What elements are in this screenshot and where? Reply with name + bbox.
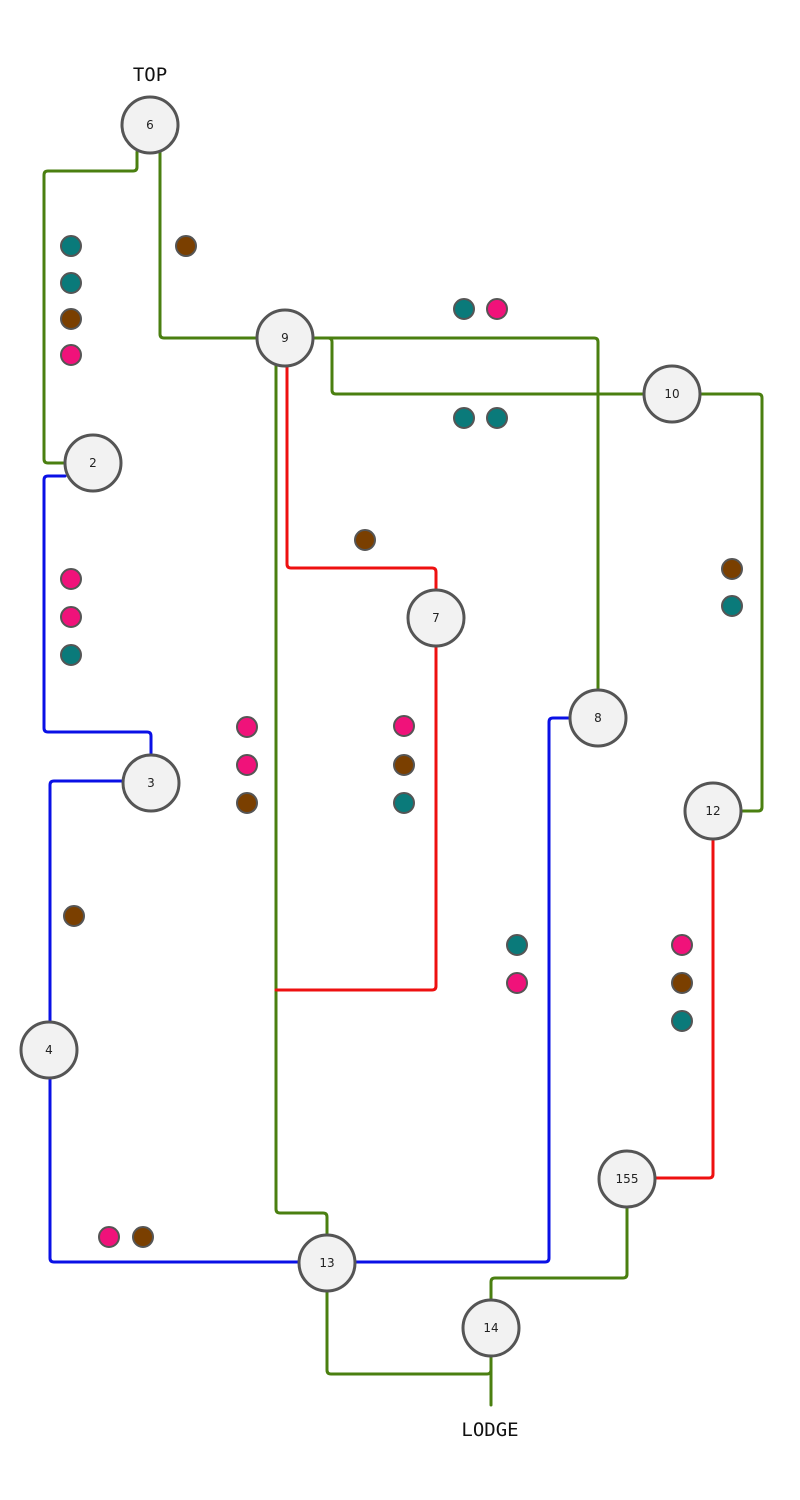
node-circle (597, 1149, 657, 1209)
edge-9-10 (311, 336, 646, 396)
marker-brown-6-9 (175, 235, 197, 257)
node-label: 14 (483, 1321, 498, 1335)
node-12[interactable]: 12 (683, 781, 743, 841)
edge-9-8 (311, 336, 600, 692)
node-label: 3 (147, 776, 155, 790)
node-14[interactable]: 14 (461, 1298, 521, 1358)
node-circle (120, 95, 180, 155)
node-label: 9 (281, 331, 289, 345)
node-circle (683, 781, 743, 841)
marker-teal-6-2 (60, 235, 82, 257)
markers-layer (60, 235, 743, 1248)
marker-teal-7-junction (393, 792, 415, 814)
node-label: 4 (45, 1043, 53, 1057)
node-7[interactable]: 7 (406, 588, 466, 648)
edge-12-155 (653, 837, 715, 1180)
marker-brown-9-7 (354, 529, 376, 551)
node-circle (63, 433, 123, 493)
node-8[interactable]: 8 (568, 688, 628, 748)
marker-teal-10-12 (721, 595, 743, 617)
node-circle (461, 1298, 521, 1358)
edge-9-13 (274, 364, 329, 1237)
marker-teal-12-155 (671, 1010, 693, 1032)
marker-brown-12-155 (671, 972, 693, 994)
node-circle (642, 364, 702, 424)
node-2[interactable]: 2 (63, 433, 123, 493)
edge-3-4 (48, 779, 125, 1024)
node-label: 2 (89, 456, 97, 470)
marker-teal-13-8 (506, 934, 528, 956)
marker-teal-6-2 (60, 272, 82, 294)
edge-4-13 (48, 1076, 301, 1264)
edges-layer (42, 150, 764, 1407)
node-label: 12 (705, 804, 720, 818)
node-3[interactable]: 3 (121, 753, 181, 813)
node-4[interactable]: 4 (19, 1020, 79, 1080)
edge-6-9 (158, 150, 259, 340)
node-circle (297, 1233, 357, 1293)
marker-magenta-13-8 (506, 972, 528, 994)
marker-magenta-4-13 (98, 1226, 120, 1248)
marker-magenta-9-8 (486, 298, 508, 320)
marker-brown-6-2 (60, 308, 82, 330)
marker-teal-9-8 (453, 298, 475, 320)
marker-magenta-9-13 (236, 716, 258, 738)
node-6[interactable]: 6 (120, 95, 180, 155)
node-10[interactable]: 10 (642, 364, 702, 424)
marker-brown-9-13 (236, 792, 258, 814)
marker-brown-3-4 (63, 905, 85, 927)
edge-155-14 (489, 1205, 629, 1302)
node-circle (406, 588, 466, 648)
marker-magenta-2-3 (60, 568, 82, 590)
node-circle (255, 308, 315, 368)
marker-brown-7-junction (393, 754, 415, 776)
marker-magenta-12-155 (671, 934, 693, 956)
node-155[interactable]: 155 (597, 1149, 657, 1209)
node-label: 10 (664, 387, 679, 401)
nodes-layer: 6 9 10 2 7 8 3 12 4 155 13 14 (19, 95, 743, 1358)
node-13[interactable]: 13 (297, 1233, 357, 1293)
node-circle (19, 1020, 79, 1080)
edge-10-12 (698, 392, 764, 813)
node-label: 6 (146, 118, 154, 132)
marker-magenta-2-3 (60, 606, 82, 628)
edge-7-9-13-line (274, 644, 438, 992)
marker-magenta-9-13 (236, 754, 258, 776)
marker-magenta-6-2 (60, 344, 82, 366)
marker-teal-9-10 (453, 407, 475, 429)
edge-9-7 (285, 364, 438, 592)
marker-brown-4-13 (132, 1226, 154, 1248)
node-label: 155 (616, 1172, 639, 1186)
node-label: 13 (319, 1256, 334, 1270)
node-circle (568, 688, 628, 748)
node-circle (121, 753, 181, 813)
bottom-label: LODGE (461, 1419, 518, 1441)
marker-teal-9-10 (486, 407, 508, 429)
node-label: 7 (432, 611, 440, 625)
marker-teal-2-3 (60, 644, 82, 666)
edge-2-3 (42, 474, 153, 757)
edge-13-8 (353, 716, 572, 1264)
top-label: TOP (133, 64, 167, 86)
marker-brown-10-12 (721, 558, 743, 580)
node-label: 8 (594, 711, 602, 725)
marker-magenta-7-junction (393, 715, 415, 737)
node-9[interactable]: 9 (255, 308, 315, 368)
edge-6-2 (42, 150, 139, 465)
